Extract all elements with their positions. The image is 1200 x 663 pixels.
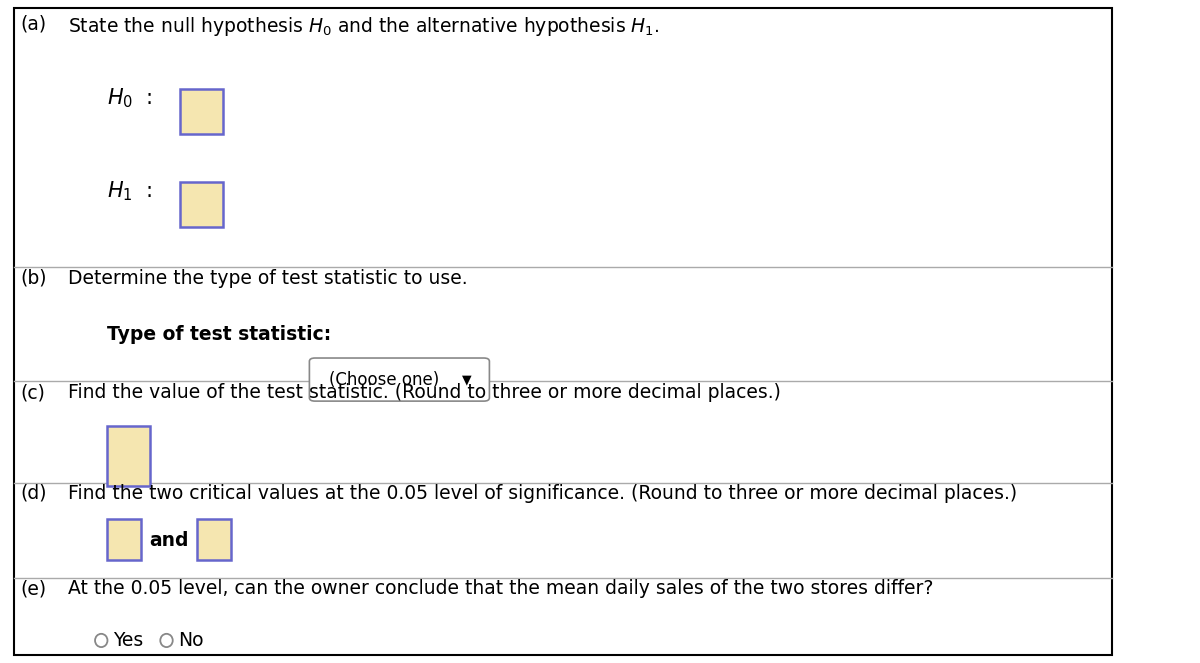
- FancyBboxPatch shape: [197, 519, 230, 560]
- Text: (b): (b): [20, 269, 47, 288]
- Text: Type of test statistic:: Type of test statistic:: [107, 325, 331, 344]
- FancyBboxPatch shape: [13, 8, 1111, 655]
- Text: $H_1$  :: $H_1$ :: [107, 179, 152, 203]
- Text: and: and: [150, 531, 190, 550]
- FancyBboxPatch shape: [310, 358, 490, 401]
- Text: Determine the type of test statistic to use.: Determine the type of test statistic to …: [67, 269, 467, 288]
- Text: $H_0$  :: $H_0$ :: [107, 86, 152, 110]
- FancyBboxPatch shape: [107, 426, 150, 486]
- Text: State the null hypothesis $H_0$ and the alternative hypothesis $H_1$.: State the null hypothesis $H_0$ and the …: [67, 15, 659, 38]
- Text: (a): (a): [20, 15, 47, 34]
- Text: (d): (d): [20, 484, 47, 503]
- FancyBboxPatch shape: [180, 182, 223, 227]
- Text: ▼: ▼: [462, 373, 472, 386]
- Text: (c): (c): [20, 383, 46, 402]
- Text: Find the value of the test statistic. (Round to three or more decimal places.): Find the value of the test statistic. (R…: [67, 383, 780, 402]
- Text: Find the two critical values at the 0.05 level of significance. (Round to three : Find the two critical values at the 0.05…: [67, 484, 1016, 503]
- Text: At the 0.05 level, can the owner conclude that the mean daily sales of the two s: At the 0.05 level, can the owner conclud…: [67, 579, 932, 599]
- Text: Yes: Yes: [113, 631, 143, 650]
- FancyBboxPatch shape: [180, 89, 223, 134]
- FancyBboxPatch shape: [107, 519, 140, 560]
- Text: (Choose one): (Choose one): [329, 371, 439, 389]
- Text: No: No: [179, 631, 204, 650]
- Text: (e): (e): [20, 579, 47, 599]
